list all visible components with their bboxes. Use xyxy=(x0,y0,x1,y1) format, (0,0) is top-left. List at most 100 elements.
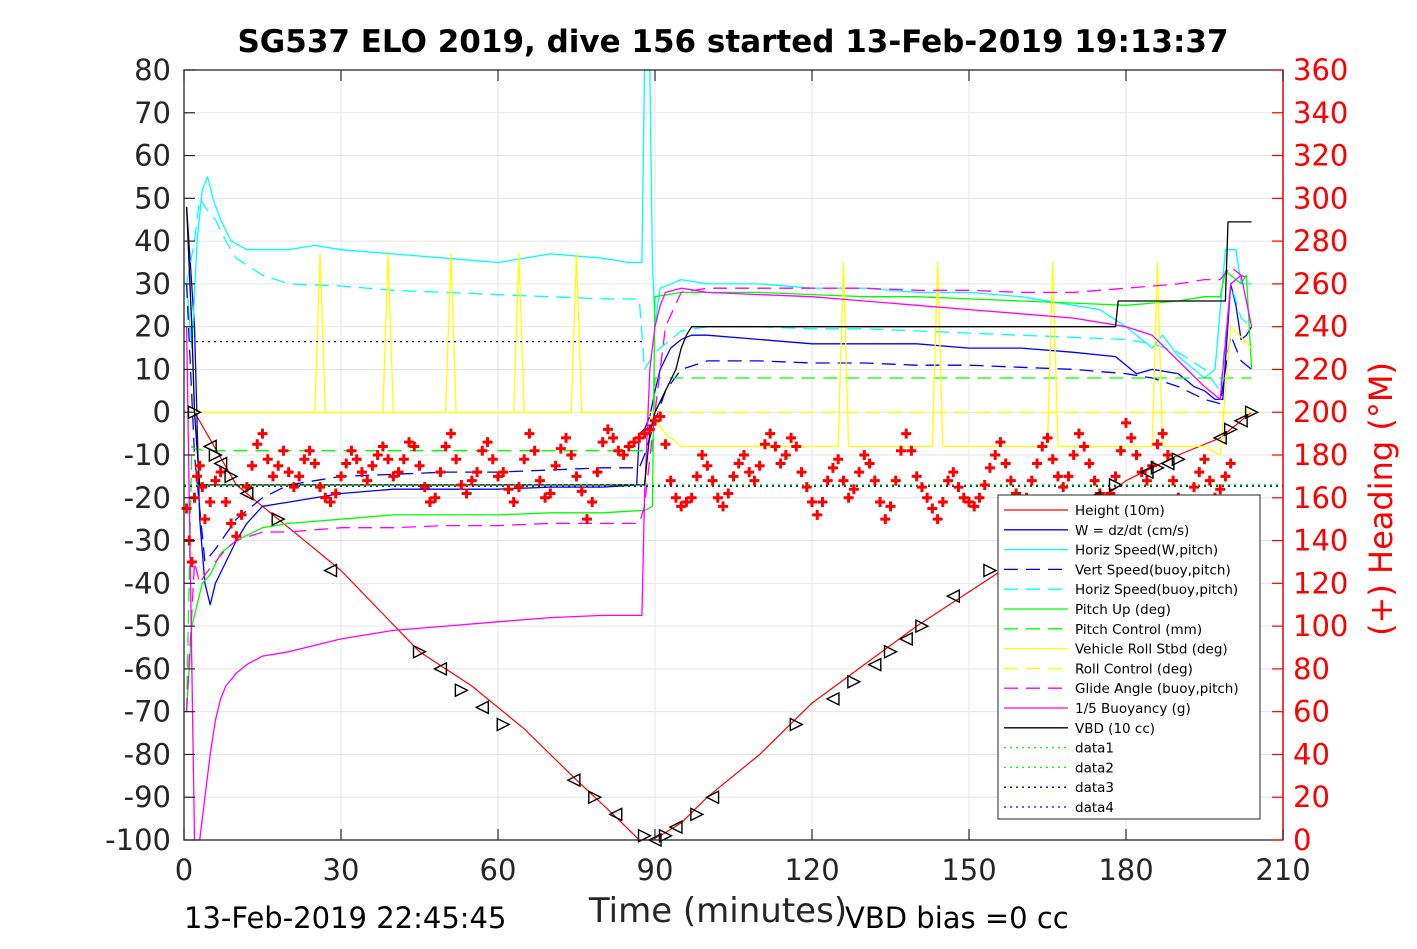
heading-point xyxy=(1063,471,1074,482)
triangle-marker xyxy=(898,631,913,647)
heading-point xyxy=(1042,432,1053,443)
heading-point xyxy=(362,475,373,486)
heading-point xyxy=(759,439,770,450)
heading-point xyxy=(336,471,346,482)
heading-point xyxy=(1026,475,1037,486)
heading-point xyxy=(833,454,844,465)
heading-point xyxy=(922,492,933,503)
heading-point xyxy=(393,467,404,478)
heading-point xyxy=(1000,458,1011,469)
heading-point xyxy=(1215,484,1226,495)
heading-point xyxy=(953,482,964,493)
x-tick-label: 180 xyxy=(1098,853,1153,887)
triangle-marker xyxy=(474,700,489,715)
heading-point xyxy=(948,467,959,478)
y2-tick-label: 180 xyxy=(1293,438,1348,472)
y-tick-label: 80 xyxy=(134,53,171,87)
heading-point xyxy=(398,454,409,465)
axis-ticks: 0 30 60 90 120 150 180 21080706050403020100-10-… xyxy=(105,53,1348,887)
heading-point xyxy=(754,460,765,471)
triangle-marker xyxy=(1150,460,1165,475)
triangle-marker xyxy=(224,469,239,484)
heading-point xyxy=(780,450,791,460)
heading-point xyxy=(1073,428,1084,439)
heading-point xyxy=(1084,458,1095,469)
triangle-marker xyxy=(1171,452,1186,467)
heading-point xyxy=(534,475,545,486)
series-line-w xyxy=(185,206,1253,606)
y2-tick-label: 100 xyxy=(1293,609,1348,643)
heading-point xyxy=(848,484,859,495)
heading-point xyxy=(566,450,577,460)
heading-point xyxy=(341,458,352,469)
triangle-marker xyxy=(432,661,448,677)
heading-point xyxy=(864,458,875,469)
triangle-marker xyxy=(847,674,862,689)
y-tick-label: -80 xyxy=(124,737,171,771)
heading-point xyxy=(576,486,587,497)
heading-point xyxy=(194,460,205,471)
heading-point xyxy=(273,460,284,471)
heading-point xyxy=(749,475,760,486)
heading-point xyxy=(519,454,530,465)
y-tick-label: 20 xyxy=(134,310,171,344)
y2-tick-label: 320 xyxy=(1293,139,1348,173)
heading-point xyxy=(650,415,660,426)
heading-point xyxy=(728,471,739,482)
heading-point xyxy=(623,441,634,452)
triangle-marker xyxy=(213,456,228,471)
y2-tick-label: 340 xyxy=(1293,96,1348,130)
heading-point xyxy=(906,445,917,456)
heading-point xyxy=(210,475,221,486)
heading-point xyxy=(665,475,676,486)
triangle-marker xyxy=(496,717,511,732)
triangle-marker xyxy=(637,828,653,843)
heading-point xyxy=(435,467,446,478)
legend-label-w: W = dz/dt (cm/s) xyxy=(1075,523,1189,539)
heading-point xyxy=(807,497,817,508)
y2-tick-label: 300 xyxy=(1293,181,1348,215)
heading-point xyxy=(482,437,493,448)
heading-point xyxy=(592,467,603,478)
heading-point xyxy=(192,471,203,482)
heading-point xyxy=(346,445,357,456)
heading-point xyxy=(723,488,734,499)
heading-point xyxy=(1032,458,1043,469)
heading-point xyxy=(958,492,969,503)
heading-point xyxy=(587,497,598,508)
x-tick-label: 210 xyxy=(1255,853,1310,887)
triangle-marker xyxy=(454,683,469,698)
heading-point xyxy=(1110,471,1121,482)
heading-point xyxy=(796,467,807,478)
heading-point xyxy=(927,503,938,514)
heading-point xyxy=(529,445,540,456)
legend-label-glide_angle: Glide Angle (buoy,pitch) xyxy=(1075,681,1239,697)
heading-point xyxy=(1047,454,1058,465)
chart-title: SG537 ELO 2019, dive 156 started 13-Feb-… xyxy=(237,24,1228,60)
heading-point xyxy=(1204,475,1215,486)
triangle-marker xyxy=(668,820,683,835)
triangle-marker xyxy=(1223,422,1239,437)
heading-point xyxy=(1089,475,1100,486)
y2-tick-label: 360 xyxy=(1293,53,1348,87)
heading-point xyxy=(409,441,420,452)
x-tick-label: 60 xyxy=(480,853,517,887)
heading-point xyxy=(869,475,880,486)
heading-point xyxy=(890,475,901,486)
footer-timestamp: 13-Feb-2019 22:45:45 xyxy=(184,901,506,935)
y-tick-label: 50 xyxy=(134,181,171,215)
heading-point xyxy=(608,432,619,443)
x-tick-label: 120 xyxy=(784,853,839,887)
heading-point xyxy=(555,443,566,454)
series-line-pitch_control xyxy=(185,377,1252,712)
heading-point xyxy=(309,458,320,469)
heading-point xyxy=(487,454,498,465)
heading-point xyxy=(634,432,645,443)
heading-point xyxy=(974,492,985,503)
heading-point xyxy=(257,428,268,439)
heading-point xyxy=(445,428,456,439)
triangle-marker xyxy=(945,589,960,604)
heading-point xyxy=(1005,475,1016,486)
heading-point xyxy=(1079,441,1090,452)
